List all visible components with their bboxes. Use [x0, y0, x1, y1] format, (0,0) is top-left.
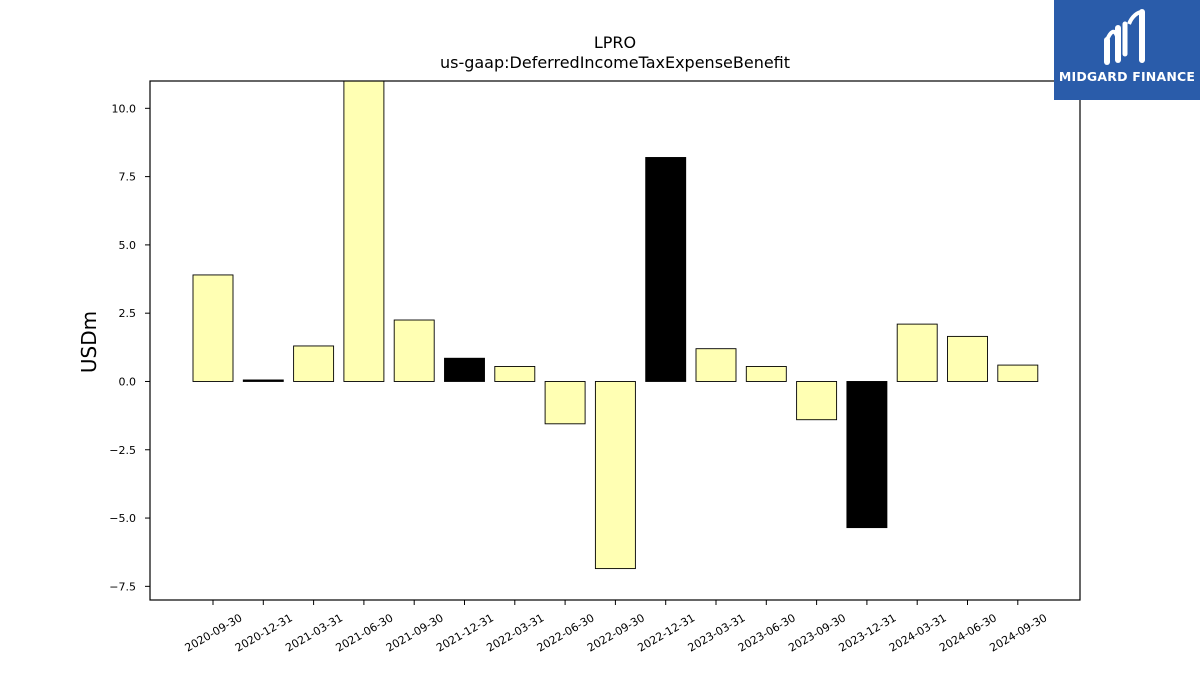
chart-title: LPRO: [594, 33, 636, 52]
bar-2021-06-30: [343, 80, 385, 382]
bar-2020-12-31: [242, 379, 284, 382]
bar-2023-12-31: [846, 381, 888, 529]
bar-2024-06-30: [947, 335, 988, 382]
y-tick-label: 10.0: [112, 102, 137, 115]
midgard-finance-logo: MIDGARD FINANCE: [1054, 0, 1200, 100]
bar-2022-12-31: [645, 157, 687, 382]
bar-2021-12-31: [444, 357, 485, 382]
bar-2021-03-31: [293, 345, 335, 382]
logo-mark-icon: [1104, 9, 1145, 65]
y-tick-label: −7.5: [109, 580, 136, 593]
bar-2022-03-31: [494, 366, 536, 382]
x-tick-label: 2024-09-30: [987, 611, 1049, 654]
plot-frame: [149, 80, 1081, 601]
y-axis-label: USDm: [77, 311, 101, 373]
bar-2023-03-31: [695, 348, 737, 382]
y-tick-label: −5.0: [109, 512, 136, 525]
y-axis: 10.0 7.5 5.0 2.5 0.0 −2.5 −5.0 −7.5: [109, 102, 150, 593]
y-tick-label: 0.0: [119, 375, 137, 388]
y-tick-label: 5.0: [119, 239, 137, 252]
logo-text: MIDGARD FINANCE: [1058, 69, 1196, 84]
bar-2023-06-30: [745, 366, 787, 382]
bar-2022-06-30: [544, 381, 586, 425]
y-tick-label: 2.5: [119, 307, 137, 320]
bar-2024-03-31: [896, 323, 938, 382]
bar-2024-09-30: [997, 364, 1039, 382]
x-axis: 2020-09-302020-12-312021-03-312021-06-30…: [183, 600, 1049, 655]
bar-2020-09-30: [192, 274, 234, 382]
y-tick-label: 7.5: [119, 171, 137, 184]
bar-2023-09-30: [796, 381, 838, 421]
bars-layer: [192, 80, 1039, 570]
chart-subtitle: us-gaap:DeferredIncomeTaxExpenseBenefit: [440, 53, 790, 72]
bar-2022-09-30: [594, 381, 636, 570]
y-tick-label: −2.5: [109, 444, 136, 457]
bar-2021-09-30: [393, 319, 435, 382]
